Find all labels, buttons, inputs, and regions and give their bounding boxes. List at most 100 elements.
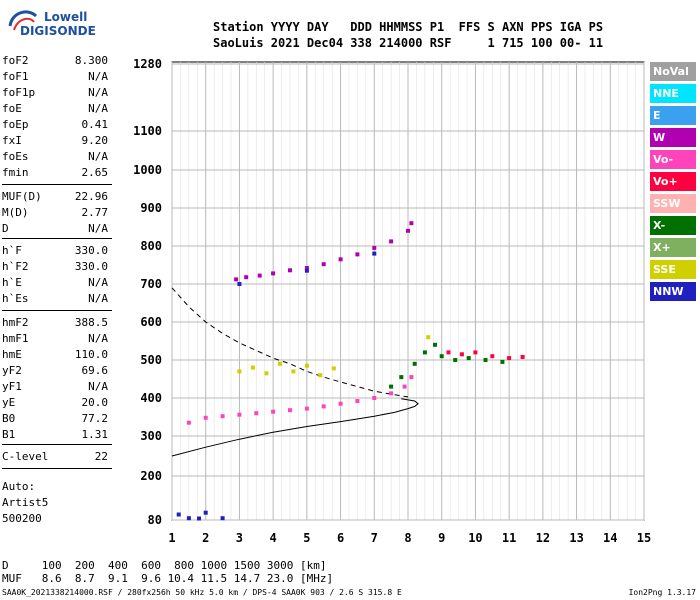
param-row: M(D) 2.77 [2,206,110,222]
y-tick-label: 200 [140,469,162,483]
digisonde-logo: Lowell DIGISONDE [4,4,96,44]
y-tick-label: 700 [140,277,162,291]
param-value: N/A [88,380,108,393]
param-name: h`E [2,276,22,289]
x-tick-label: 7 [371,531,378,545]
echo-point [321,404,326,409]
param-name: foF1 [2,70,29,83]
echo-point [483,358,488,362]
param-value: 8.300 [74,54,108,67]
echo-point [389,391,394,396]
param-name: h`F [2,244,22,257]
echo-point [389,384,394,389]
param-name: foF2 [2,54,29,67]
y-tick-label: 1100 [133,124,162,138]
param-name: foF1p [2,86,36,99]
echo-point [220,414,225,419]
param-value: 77.2 [81,412,109,425]
param-name: D [2,222,9,235]
legend-entry: X- [650,216,696,235]
param-divider [2,468,112,469]
param-row: hmE 110.0 [2,348,110,364]
echo-point [399,375,404,380]
echo-point [288,268,292,273]
param-row: foF1p N/A [2,86,110,102]
legend-entry: SSE [650,260,696,279]
param-row: foE N/A [2,102,110,118]
legend-entry: Vo- [650,150,696,169]
echo-point [250,365,255,370]
echo-point [304,363,309,368]
x-tick-label: 3 [236,531,243,545]
echo-point [331,366,336,371]
legend-entry: NoVal [650,62,696,81]
param-name: foE [2,102,22,115]
echo-point [338,401,343,406]
param-name: yF1 [2,380,22,393]
param-row: h`F2 330.0 [2,260,110,276]
echo-point [291,369,296,374]
echo-point [271,409,276,414]
param-divider [2,444,112,445]
param-value: N/A [88,292,108,305]
echo-point [433,342,437,347]
x-tick-label: 14 [603,531,617,545]
echo-point [439,354,444,359]
echo-point [271,271,276,276]
autoscaling-label: Auto: [2,480,36,493]
param-divider [2,238,112,239]
param-row: hmF2 388.5 [2,316,110,332]
param-value: 69.6 [81,364,109,377]
param-row: yF1 N/A [2,380,110,396]
param-row: MUF(D) 22.96 [2,190,110,206]
legend-entry: X+ [650,238,696,257]
param-name: B1 [2,428,16,441]
param-value: 22.96 [74,190,108,203]
echo-point [203,510,208,515]
param-value: N/A [88,86,108,99]
echo-point [237,412,242,417]
echo-point [466,356,471,361]
x-tick-label: 1 [168,531,175,545]
echo-point [412,361,417,366]
footer-file-info: SAA0K_2021338214000.RSF / 280fx256h 50 k… [2,588,402,597]
echo-point [520,355,525,359]
param-value: 20.0 [81,396,109,409]
echo-point [186,420,191,425]
echo-point [446,350,451,355]
x-tick-label: 6 [337,531,344,545]
echo-point [186,516,191,521]
param-row: hmF1 N/A [2,332,110,348]
param-value: N/A [88,276,108,289]
x-tick-label: 15 [637,531,651,545]
param-name: h`F2 [2,260,29,273]
param-row: foEp 0.41 [2,118,110,134]
param-name: hmE [2,348,22,361]
echo-point [422,350,427,355]
echo-point [197,516,201,521]
echo-point [203,415,208,420]
param-value: 2.77 [81,206,109,219]
y-tick-label: 300 [140,429,162,443]
echo-point [318,373,323,378]
param-name: h`Es [2,292,29,305]
param-name: foEp [2,118,29,131]
param-name: C-level [2,450,49,463]
echo-point [304,268,309,273]
echo-point [402,384,407,389]
header-labels: Station YYYY DAY DDD HHMMSS P1 FFS S AXN… [213,20,604,34]
footer-distance-line: D 100 200 400 600 800 1000 1500 3000 [km… [2,559,327,572]
echo-point [234,277,239,282]
param-divider [2,184,112,185]
param-value: 2.65 [81,166,109,179]
echo-point [257,273,262,278]
echo-point [288,408,292,413]
echo-point [237,369,242,374]
param-name: foEs [2,150,29,163]
echo-point [304,406,309,411]
echo-point [409,375,414,380]
echo-point [176,512,181,517]
swirl-icon [8,10,38,31]
echo-point [459,352,464,357]
